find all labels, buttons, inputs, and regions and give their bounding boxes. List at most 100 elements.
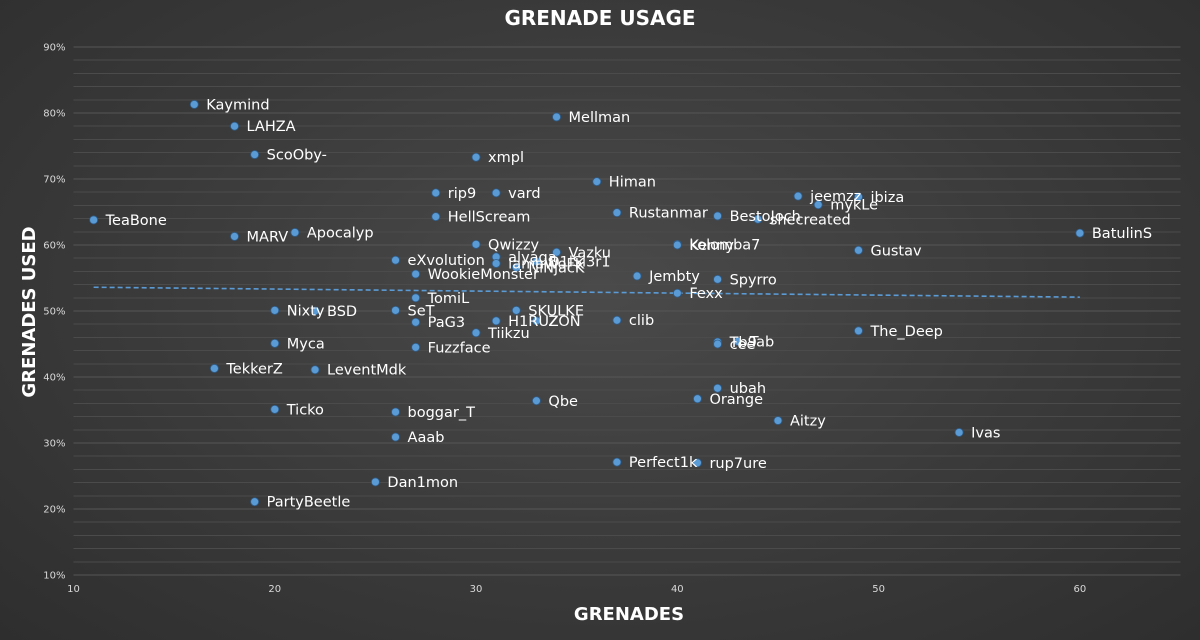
point-label: TekkerZ	[225, 361, 282, 377]
gridlines	[73, 46, 1181, 576]
data-point	[773, 416, 783, 425]
y-tick-label: 90%	[43, 43, 65, 54]
data-point	[713, 274, 722, 284]
y-tick-label: 70%	[43, 175, 65, 186]
point-label: Mellman	[569, 110, 631, 126]
data-point	[471, 239, 481, 249]
data-point	[753, 214, 763, 224]
data-point	[511, 305, 521, 315]
point-label: Ticko	[286, 402, 324, 418]
point-label: Rustanmar	[629, 206, 708, 222]
point-label: Ivas	[971, 425, 1000, 441]
x-tick-label: 30	[470, 584, 483, 595]
data-point	[552, 247, 561, 257]
point-label: boggar_T	[408, 405, 476, 421]
point-label: Tb9	[729, 335, 757, 351]
y-axis-title: GRENADES USED	[19, 226, 40, 397]
data-point	[411, 317, 421, 327]
data-point	[954, 428, 964, 437]
point-label: TeaBone	[105, 213, 167, 229]
point-label: jeemzz	[809, 189, 861, 205]
data-point	[411, 293, 421, 303]
y-tick-label: 20%	[43, 505, 65, 516]
point-label: Qwizzy	[488, 237, 540, 253]
data-point	[713, 383, 722, 393]
point-labels: Kaymind Mellman LAHZA ScoOby-xmpl Himan rip9 v…	[105, 97, 1152, 510]
point-label: Spyrro	[730, 272, 777, 288]
y-tick-label: 80%	[43, 109, 65, 120]
data-point	[713, 211, 722, 221]
y-axis-ticks: 10% 20% 30% 40% 50% 60% 70% 80% 90%	[43, 43, 65, 582]
y-tick-label: 50%	[43, 307, 65, 318]
data-point	[411, 342, 421, 352]
data-point	[1075, 228, 1085, 238]
trendline	[93, 286, 1080, 298]
point-label: alyaga	[508, 250, 556, 266]
data-point	[209, 364, 219, 373]
x-tick-label: 10	[67, 584, 80, 595]
point-label: Gustav	[870, 243, 922, 259]
point-label: ScoOby-	[267, 148, 327, 164]
data-point	[793, 191, 803, 201]
data-point	[371, 477, 380, 487]
data-point	[270, 338, 280, 348]
chart-title: GRENADE USAGE	[504, 6, 695, 30]
data-point	[592, 177, 602, 187]
point-label: D1lSl3r1	[548, 255, 610, 271]
data-point	[693, 394, 702, 404]
data-point	[230, 121, 239, 131]
data-point	[431, 212, 441, 222]
data-point	[491, 188, 501, 198]
data-point	[612, 457, 622, 467]
point-label: Tab	[749, 334, 775, 350]
point-label: clib	[629, 313, 654, 329]
data-point	[189, 100, 199, 109]
point-label: lamaWoFK	[508, 256, 585, 272]
point-label: Kaymind	[206, 97, 269, 113]
data-point	[854, 326, 863, 336]
point-label: TomiL	[427, 291, 470, 307]
data-point	[491, 316, 501, 326]
data-point	[532, 257, 541, 266]
point-label: mykLe	[830, 198, 878, 214]
point-label: Vazku	[569, 245, 611, 261]
point-label: Perfect1k	[629, 455, 698, 471]
data-point	[310, 306, 320, 316]
point-label: eXvolution	[408, 253, 485, 269]
point-label: PaG3	[428, 315, 465, 331]
point-label: Aitzy	[790, 414, 826, 430]
point-label: ubah	[730, 381, 766, 397]
data-point	[552, 112, 561, 122]
point-label: The_Deep	[869, 324, 942, 340]
point-label: NiNjacK	[528, 260, 585, 276]
data-point	[713, 339, 722, 349]
point-label: PartyBeetle	[267, 495, 351, 511]
x-tick-label: 40	[671, 584, 684, 595]
y-tick-label: 30%	[43, 439, 65, 450]
data-point	[471, 152, 481, 162]
point-label: LAHZA	[247, 119, 296, 135]
point-label: rup7ure	[709, 456, 766, 472]
point-label: BSD	[327, 304, 357, 320]
data-point	[89, 215, 99, 225]
data-point	[270, 404, 280, 414]
point-label: Dan1mon	[387, 475, 458, 491]
data-point	[391, 255, 400, 265]
point-label: H1RUZ	[508, 314, 559, 330]
x-tick-label: 60	[1073, 584, 1086, 595]
y-tick-label: 60%	[43, 241, 65, 252]
data-point	[391, 432, 400, 442]
point-label: HellScream	[448, 210, 531, 226]
data-point	[632, 271, 642, 281]
data-point	[391, 407, 400, 417]
point-label: LeventMdk	[327, 363, 407, 379]
trendline-group	[93, 286, 1080, 298]
point-label: BatulinS	[1092, 226, 1152, 242]
data-point	[854, 192, 863, 202]
point-label: Himan	[609, 175, 656, 191]
data-point	[270, 305, 280, 315]
data-point	[854, 245, 863, 255]
point-label: Aaab	[408, 430, 445, 446]
data-point	[391, 305, 400, 315]
data-point	[250, 150, 260, 159]
